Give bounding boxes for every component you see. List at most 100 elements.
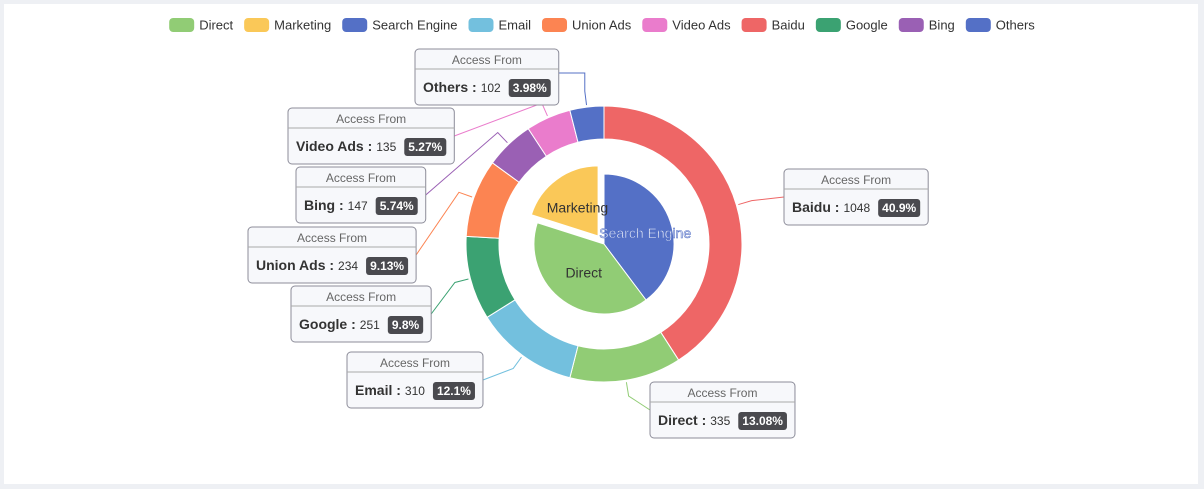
legend-item-baidu[interactable]: Baidu: [741, 18, 805, 33]
callout-labels: Access From Baidu : 1048 40.9% Access From D…: [247, 48, 929, 439]
legend-item-others[interactable]: Others: [965, 18, 1036, 33]
legend-label: Direct: [199, 18, 233, 33]
legend-swatch: [741, 18, 767, 32]
inner-pie: [530, 165, 675, 315]
callout-value: 335: [710, 414, 730, 428]
percent-badge: [387, 316, 424, 334]
percent-badge: [508, 79, 551, 97]
legend-label: Video Ads: [672, 18, 731, 33]
outer-slice-others[interactable]: [569, 105, 605, 143]
callout-percent: 13.08%: [742, 414, 783, 428]
callout-series-name: Bing :: [304, 197, 344, 213]
callout-header: Access From: [380, 356, 450, 370]
callout-baidu: Access From Baidu : 1048 40.9%: [738, 168, 929, 226]
callout-series-name: Union Ads :: [256, 257, 334, 273]
leader-line: [558, 72, 588, 106]
legend-item-direct[interactable]: Direct: [169, 18, 234, 33]
callout-percent: 9.8%: [392, 318, 420, 332]
callout-percent: 40.9%: [882, 201, 916, 215]
callout-direct: Access From Direct : 335 13.08%: [625, 381, 796, 439]
callout-value: 135: [376, 140, 396, 154]
callout-percent: 3.98%: [513, 81, 547, 95]
outer-slice-email[interactable]: [486, 299, 579, 379]
percent-badge: [878, 199, 921, 217]
legend-swatch: [169, 18, 195, 32]
legend-label: Search Engine: [372, 18, 457, 33]
legend-swatch: [642, 18, 668, 32]
percent-badge: [738, 412, 787, 430]
leader-line: [738, 196, 785, 206]
callout-value: 147: [348, 199, 368, 213]
inner-slice-direct[interactable]: [533, 222, 647, 315]
callout-value: 251: [360, 318, 380, 332]
callout-header: Access From: [452, 53, 522, 67]
leader-line: [415, 191, 473, 256]
percent-badge: [432, 382, 475, 400]
legend-item-union-ads[interactable]: Union Ads: [542, 18, 632, 33]
callout-percent: 9.13%: [370, 259, 404, 273]
callout-bing: Access From Bing : 147 5.74%: [295, 131, 508, 224]
callout-percent: 5.27%: [408, 140, 442, 154]
callout-percent: 5.74%: [380, 199, 414, 213]
inner-label-direct: Direct: [565, 265, 602, 281]
legend-item-email[interactable]: Email: [468, 18, 532, 33]
callout-email: Access From Email : 310 12.1%: [346, 351, 522, 409]
inner-pie-labels: Search Engine Direct Marketing: [547, 200, 692, 281]
leader-line: [482, 356, 522, 381]
callout-others: Access From Others : 102 3.98%: [414, 48, 588, 106]
callout-header: Access From: [297, 231, 367, 245]
callout-series-name: Email :: [355, 382, 401, 398]
callout-value: 102: [481, 81, 501, 95]
callout-header: Access From: [336, 112, 406, 126]
inner-slice-marketing[interactable]: [530, 165, 599, 237]
legend-label: Union Ads: [572, 18, 632, 33]
callout-series-name: Baidu :: [792, 199, 839, 215]
callout-series-name: Google :: [299, 316, 356, 332]
legend-item-video-ads[interactable]: Video Ads: [642, 18, 731, 33]
legend-item-search-engine[interactable]: Search Engine: [342, 18, 458, 33]
legend-label: Google: [846, 18, 888, 33]
leader-line: [430, 278, 469, 315]
legend-label: Bing: [929, 18, 955, 33]
callout-header: Access From: [687, 386, 757, 400]
legend-label: Marketing: [274, 18, 331, 33]
callout-series-name: Direct :: [658, 412, 706, 428]
callout-value: 1048: [843, 201, 870, 215]
legend-swatch: [342, 18, 368, 32]
legend-swatch: [815, 18, 841, 32]
callout-value: 234: [338, 259, 358, 273]
callout-header: Access From: [821, 173, 891, 187]
callout-google: Access From Google : 251 9.8%: [290, 278, 469, 343]
legend-label: Baidu: [772, 18, 805, 33]
callout-series-name: Others :: [423, 79, 477, 95]
legend-swatch: [965, 18, 991, 32]
callout-header: Access From: [326, 290, 396, 304]
callout-value: 310: [405, 384, 425, 398]
inner-label-search-engine: Search Engine: [599, 225, 691, 241]
legend-item-marketing[interactable]: Marketing: [244, 18, 331, 33]
legend-label: Others: [996, 18, 1036, 33]
legend-swatch: [542, 18, 568, 32]
callout-union-ads: Access From Union Ads : 234 9.13%: [247, 191, 473, 284]
legend-swatch: [468, 18, 494, 32]
inner-label-marketing: Marketing: [547, 200, 608, 216]
percent-badge: [375, 197, 418, 215]
legend-swatch: [898, 18, 924, 32]
outer-slice-baidu[interactable]: [603, 105, 743, 361]
legend-label: Email: [499, 18, 532, 33]
legend-item-bing[interactable]: Bing: [898, 18, 955, 33]
chart-legend: Direct Marketing Search Engine Email Union A…: [169, 18, 1035, 33]
callout-header: Access From: [326, 171, 396, 185]
percent-badge: [404, 138, 447, 156]
percent-badge: [366, 257, 409, 275]
leader-line: [625, 382, 651, 411]
outer-ring: [465, 105, 743, 383]
leader-line: [425, 131, 508, 196]
legend-item-google[interactable]: Google: [815, 18, 888, 33]
callout-percent: 12.1%: [437, 384, 471, 398]
callout-series-name: Video Ads :: [296, 138, 372, 154]
callout-video-ads: Access From Video Ads : 135 5.27%: [287, 102, 548, 165]
outer-slice-direct[interactable]: [569, 331, 680, 383]
inner-slice-search-engine[interactable]: [603, 173, 675, 301]
